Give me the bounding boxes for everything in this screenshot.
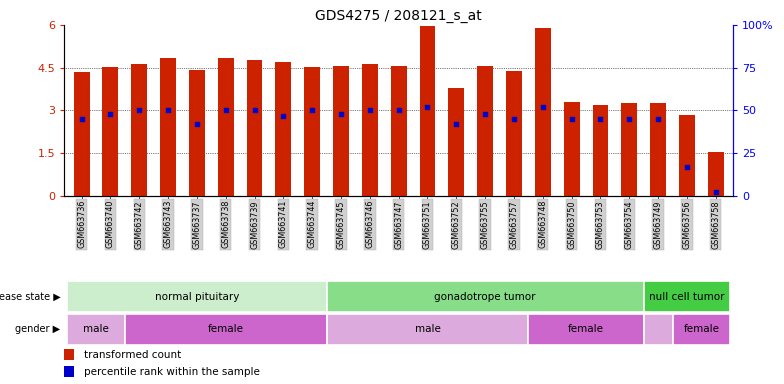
Text: normal pituitary: normal pituitary: [154, 291, 239, 302]
Bar: [622, 103, 637, 196]
Point: [104, 111, 117, 117]
FancyBboxPatch shape: [327, 281, 644, 312]
Bar: [64, 366, 74, 377]
Point: [536, 104, 549, 110]
Bar: [64, 349, 74, 360]
Bar: [650, 103, 666, 196]
Point: [710, 189, 722, 195]
Bar: [564, 103, 579, 196]
Point: [133, 107, 146, 114]
FancyBboxPatch shape: [327, 314, 528, 345]
Point: [652, 116, 664, 122]
Point: [75, 116, 88, 122]
Point: [249, 107, 261, 114]
Point: [220, 107, 232, 114]
FancyBboxPatch shape: [644, 281, 730, 312]
FancyBboxPatch shape: [67, 314, 125, 345]
Text: transformed count: transformed count: [84, 349, 181, 359]
Bar: [189, 70, 205, 196]
Text: gender ▶: gender ▶: [15, 324, 60, 334]
FancyBboxPatch shape: [67, 281, 327, 312]
Bar: [275, 62, 292, 196]
Bar: [448, 88, 464, 196]
Point: [392, 107, 405, 114]
Text: male: male: [83, 324, 109, 334]
Bar: [160, 58, 176, 196]
Bar: [506, 71, 522, 196]
Text: gonadotrope tumor: gonadotrope tumor: [434, 291, 536, 302]
Bar: [708, 152, 724, 196]
Text: male: male: [415, 324, 441, 334]
Point: [594, 116, 607, 122]
Bar: [304, 67, 320, 196]
Bar: [419, 26, 435, 196]
Point: [681, 164, 693, 170]
Bar: [477, 66, 493, 196]
FancyBboxPatch shape: [125, 314, 327, 345]
Point: [479, 111, 492, 117]
Bar: [74, 72, 89, 196]
Bar: [535, 28, 550, 196]
Text: percentile rank within the sample: percentile rank within the sample: [84, 367, 260, 377]
Bar: [390, 66, 407, 196]
Point: [191, 121, 203, 127]
Bar: [247, 60, 263, 196]
Point: [277, 113, 289, 119]
Title: GDS4275 / 208121_s_at: GDS4275 / 208121_s_at: [315, 8, 482, 23]
Bar: [131, 64, 147, 196]
Text: female: female: [208, 324, 244, 334]
Point: [162, 107, 174, 114]
Bar: [103, 67, 118, 196]
Bar: [218, 58, 234, 196]
Bar: [362, 64, 378, 196]
Bar: [333, 66, 349, 196]
Point: [565, 116, 578, 122]
Bar: [679, 115, 695, 196]
FancyBboxPatch shape: [673, 314, 730, 345]
Point: [508, 116, 521, 122]
Point: [421, 104, 434, 110]
Point: [335, 111, 347, 117]
Bar: [593, 105, 608, 196]
FancyBboxPatch shape: [644, 314, 673, 345]
Point: [364, 107, 376, 114]
Text: female: female: [568, 324, 604, 334]
FancyBboxPatch shape: [528, 314, 644, 345]
Point: [450, 121, 463, 127]
Text: female: female: [684, 324, 720, 334]
Text: null cell tumor: null cell tumor: [649, 291, 724, 302]
Text: disease state ▶: disease state ▶: [0, 291, 60, 302]
Point: [623, 116, 636, 122]
Point: [306, 107, 318, 114]
